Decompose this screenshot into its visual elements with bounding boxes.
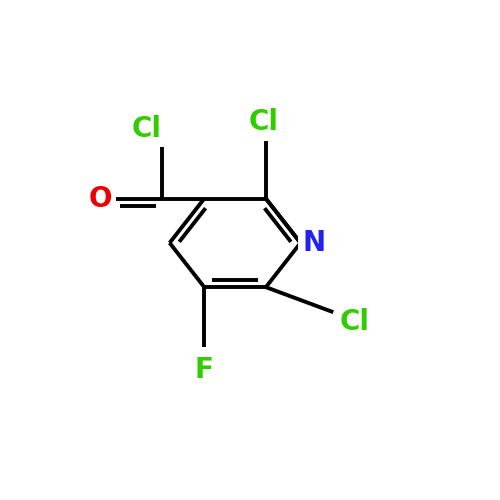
Text: F: F	[195, 356, 214, 384]
Text: Cl: Cl	[340, 308, 370, 336]
Text: Cl: Cl	[132, 116, 162, 143]
Text: O: O	[88, 184, 112, 212]
Text: Cl: Cl	[249, 108, 279, 136]
Text: N: N	[302, 229, 326, 257]
